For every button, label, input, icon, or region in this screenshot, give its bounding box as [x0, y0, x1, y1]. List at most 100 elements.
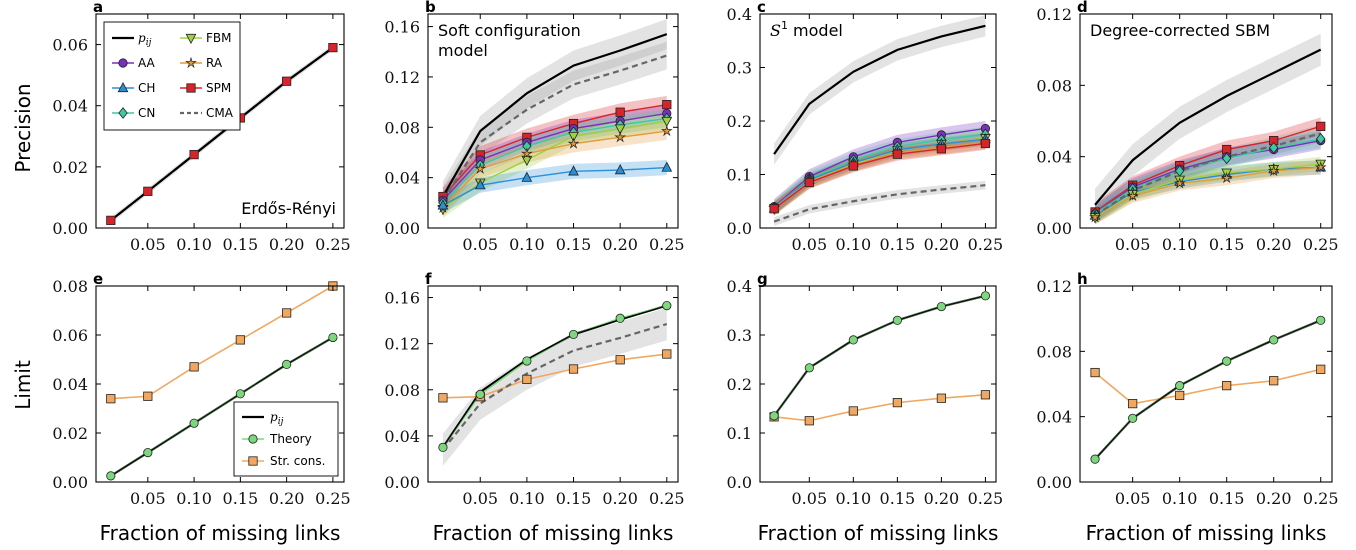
point-Theory: [936, 301, 947, 312]
point-Theory: [106, 471, 116, 481]
y-tick-label: 0.2: [727, 112, 752, 131]
panel-annotation: S1 model: [770, 19, 843, 40]
point-StrCons: [1316, 364, 1326, 374]
x-tick-label: 0.20: [602, 489, 638, 508]
series-line-SPM: [773, 142, 986, 210]
band-RA: [1095, 160, 1321, 225]
panel-annotation: Erdős-Rényi: [241, 199, 336, 218]
series-line-CN: [773, 133, 986, 209]
x-tick-label: 0.20: [924, 489, 960, 508]
point-FBM: [521, 155, 533, 167]
point-StrCons: [235, 335, 245, 345]
x-tick-label: 0.15: [556, 489, 592, 508]
panel-label-g: g: [757, 270, 768, 288]
y-tick-label: 0.12: [1036, 277, 1072, 296]
series-line-pij-overlay: [1094, 319, 1321, 460]
point-SPM: [980, 138, 991, 149]
point-StrCons: [1175, 390, 1185, 401]
panel-d: d 0.00 0.04 0.08 0.12 0.05 0.10 0.15 0.20 0.25 Deg…: [1036, 0, 1338, 254]
series-line-pij: [1094, 48, 1322, 206]
point-StrCons: [189, 362, 199, 372]
point-Theory: [522, 356, 532, 366]
panel-g: g 0.0 0.1 0.2 0.3 0.4 0.05 0.10 0.15 0.20 0.25 Frac…: [727, 270, 1004, 545]
x-tick-label: 0.20: [1256, 235, 1292, 254]
band-RA: [442, 122, 667, 217]
point-SPM: [615, 107, 625, 117]
axes-frame: [1079, 13, 1333, 229]
x-axis-label: Fraction of missing links: [433, 521, 674, 545]
x-tick-label: 0.15: [880, 489, 916, 508]
point-Theory: [1269, 335, 1279, 345]
point-SPM: [328, 43, 338, 53]
band-CN: [442, 109, 667, 212]
series-line-CN: [442, 117, 667, 204]
point-RA: [1173, 177, 1186, 189]
point-CH: [568, 165, 579, 176]
axes-frame: [759, 285, 997, 483]
band-pij: [442, 19, 667, 212]
legend-label-AA: AA: [138, 56, 156, 70]
x-tick-label: 0.25: [968, 489, 1004, 508]
panel-label-d: d: [1077, 0, 1088, 16]
y-tick-label: 0.08: [384, 381, 420, 400]
point-StrCons: [1269, 376, 1279, 386]
series-line-pij: [110, 46, 334, 222]
y-tick-label: 0.2: [727, 375, 752, 394]
point-SPM: [143, 186, 153, 196]
x-tick-label: 0.10: [1162, 489, 1198, 508]
panel-annotation-line1: Soft configuration: [438, 21, 581, 40]
x-tick-label: 0.05: [462, 235, 498, 254]
x-tick-label: 0.15: [223, 235, 259, 254]
x-tick-label: 0.25: [649, 489, 685, 508]
x-tick-label: 0.05: [130, 489, 166, 508]
legend-label-CH: CH: [138, 81, 155, 95]
point-Theory: [769, 411, 779, 421]
point-StrCons: [282, 308, 292, 318]
y-tick-label: 0.0: [727, 473, 752, 492]
point-StrCons: [980, 390, 991, 400]
x-tick-label: 0.10: [836, 235, 872, 254]
x-tick-label: 0.10: [509, 235, 545, 254]
y-tick-label: 0.08: [1036, 342, 1072, 361]
x-tick-label: 0.25: [315, 489, 351, 508]
x-tick-label: 0.10: [1162, 235, 1198, 254]
y-tick-label: 0.16: [384, 289, 420, 308]
point-Theory: [328, 332, 338, 343]
point-CH: [474, 179, 486, 190]
y-tick-label: 0.08: [384, 118, 420, 137]
point-CH: [521, 171, 533, 182]
axes-frame: [427, 13, 679, 229]
point-RA: [660, 124, 673, 137]
y-tick-label: 0.1: [727, 424, 752, 443]
point-Theory: [615, 313, 625, 323]
x-tick-label: 0.25: [1303, 235, 1339, 254]
series-line-FBM: [1094, 163, 1321, 218]
point-Theory: [1175, 381, 1185, 391]
series-line-CMA: [442, 54, 668, 201]
x-tick-label: 0.10: [836, 489, 872, 508]
point-CH: [437, 199, 449, 210]
point-StrCons: [1128, 398, 1138, 409]
y-tick-label: 0.00: [1036, 473, 1072, 492]
y-tick-label: 0.00: [52, 219, 88, 238]
point-RA: [1126, 189, 1139, 201]
point-StrCons: [1222, 381, 1232, 391]
y-tick-label: 0.02: [52, 424, 88, 443]
point-Theory: [438, 442, 448, 453]
y-tick-label: 0.04: [1036, 408, 1072, 427]
y-tick-label: 0.12: [1036, 5, 1072, 24]
band-CMA: [442, 41, 667, 215]
legend-label-StrCons: Str. cons.: [270, 454, 325, 468]
y-tick-label: 0.04: [384, 169, 420, 188]
point-Theory: [662, 300, 672, 311]
x-tick-label: 0.10: [176, 489, 212, 508]
point-RA: [1089, 211, 1101, 223]
x-axis-label: Fraction of missing links: [1086, 521, 1327, 545]
point-Theory: [892, 315, 902, 325]
y-tick-label: 0.00: [52, 473, 88, 492]
point-Theory: [189, 418, 199, 428]
series-line-CH: [773, 138, 986, 209]
panel-label-f: f: [425, 270, 432, 288]
x-tick-label: 0.20: [269, 235, 305, 254]
point-SPM: [106, 215, 116, 225]
